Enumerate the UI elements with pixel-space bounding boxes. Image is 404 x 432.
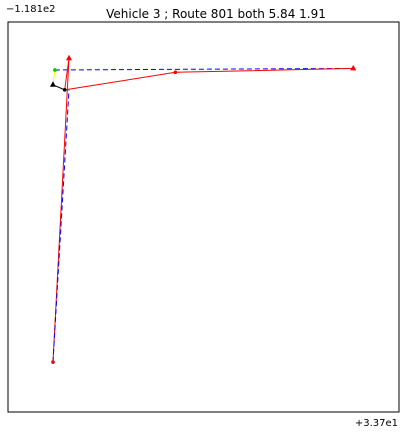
point-marker-3 xyxy=(51,360,55,364)
marker-layer xyxy=(49,54,357,364)
point-marker-1 xyxy=(65,54,72,61)
y-offset-label: −1.181e2 xyxy=(6,4,56,15)
plot-area xyxy=(7,21,400,413)
point-marker-6 xyxy=(49,81,56,87)
point-marker-7 xyxy=(62,88,67,92)
series-line-1 xyxy=(54,67,354,71)
chart-title: Vehicle 3 ; Route 801 both 5.84 1.91 xyxy=(106,7,326,21)
point-marker-2 xyxy=(350,64,357,71)
series-line-3 xyxy=(52,89,70,363)
x-offset-label: +3.37e1 xyxy=(355,418,398,429)
point-marker-5 xyxy=(53,68,57,72)
point-marker-4 xyxy=(173,70,178,75)
